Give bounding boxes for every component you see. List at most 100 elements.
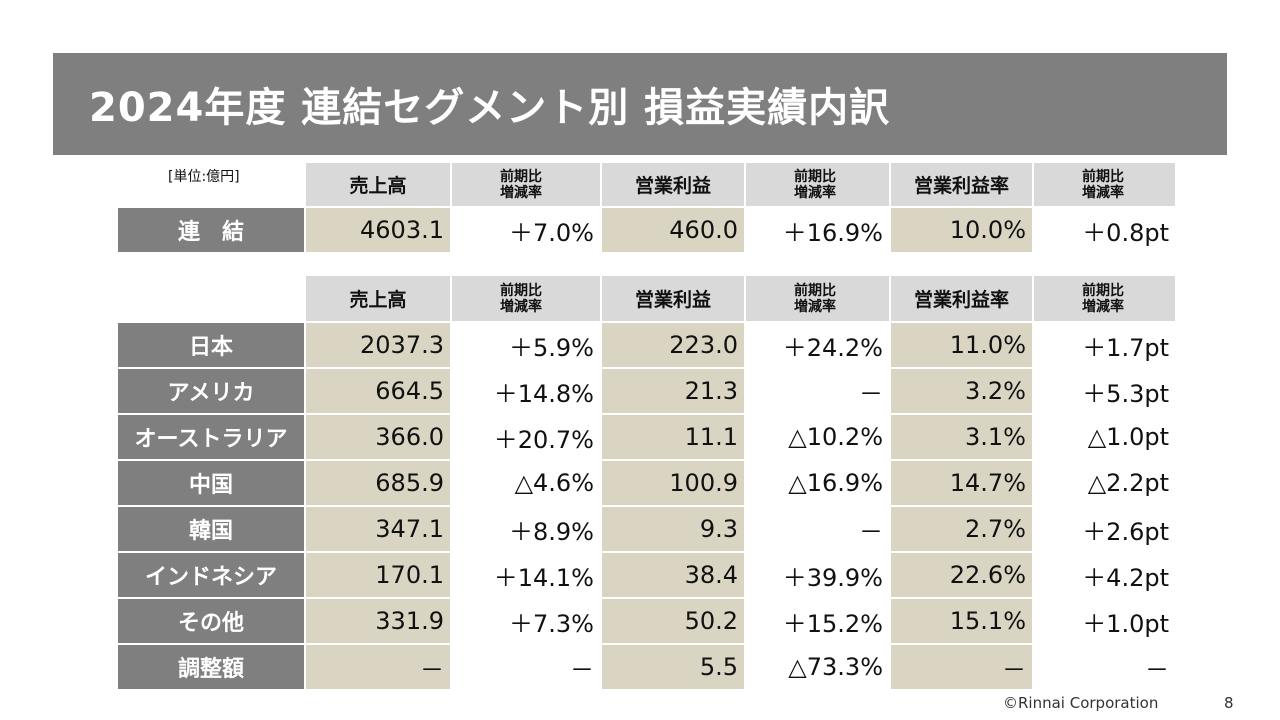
header-change-line1: 前期比 bbox=[500, 168, 542, 185]
op-margin-value: 15.1% bbox=[890, 598, 1034, 645]
op-profit-value: 460.0 bbox=[601, 207, 746, 254]
op-margin-value: 11.0% bbox=[890, 322, 1034, 369]
sales-value: 2037.3 bbox=[305, 322, 452, 369]
op-margin-value: 22.6% bbox=[890, 552, 1034, 599]
op-profit-value: 11.1 bbox=[601, 414, 746, 461]
consolidated-table: 売上高 前期比 増減率 営業利益 前期比 増減率 営業利益率 前期比 増減率 連 結 … bbox=[118, 163, 1177, 254]
op-profit-value: 9.3 bbox=[601, 506, 746, 553]
segment-row: オーストラリア 366.0 ＋20.7% 11.1 △10.2% 3.1% △1.0pt bbox=[118, 414, 1177, 461]
sales-value: － bbox=[305, 644, 452, 691]
op-change-value: － bbox=[745, 368, 891, 415]
sales-change-value: ＋7.3% bbox=[451, 598, 602, 645]
margin-change-value: － bbox=[1033, 644, 1177, 691]
segment-row: 日本 2037.3 ＋5.9% 223.0 ＋24.2% 11.0% ＋1.7pt bbox=[118, 322, 1177, 369]
title-bar: 2024年度 連結セグメント別 損益実績内訳 bbox=[53, 53, 1227, 155]
header-sales-change: 前期比 増減率 bbox=[451, 163, 602, 208]
op-profit-value: 50.2 bbox=[601, 598, 746, 645]
margin-change-value: ＋0.8pt bbox=[1033, 207, 1177, 254]
header-change-line1: 前期比 bbox=[794, 282, 836, 299]
header-change-line1: 前期比 bbox=[1082, 168, 1124, 185]
op-margin-value: 10.0% bbox=[890, 207, 1034, 254]
sales-change-value: － bbox=[451, 644, 602, 691]
sales-change-value: ＋7.0% bbox=[451, 207, 602, 254]
sales-change-value: △4.6% bbox=[451, 460, 602, 507]
header-change-line2: 増減率 bbox=[1082, 298, 1124, 315]
row-label: 連 結 bbox=[118, 207, 306, 254]
op-change-value: △16.9% bbox=[745, 460, 891, 507]
header-sales: 売上高 bbox=[305, 276, 452, 323]
header-margin-change: 前期比 増減率 bbox=[1033, 163, 1177, 208]
op-change-value: ＋39.9% bbox=[745, 552, 891, 599]
row-label: その他 bbox=[118, 598, 306, 645]
margin-change-value: ＋5.3pt bbox=[1033, 368, 1177, 415]
op-margin-value: 3.1% bbox=[890, 414, 1034, 461]
header-corner bbox=[118, 163, 306, 208]
header-change-line1: 前期比 bbox=[794, 168, 836, 185]
op-profit-value: 38.4 bbox=[601, 552, 746, 599]
segment-table: 売上高 前期比 増減率 営業利益 前期比 増減率 営業利益率 前期比 増減率 日本 20… bbox=[118, 276, 1177, 691]
row-label: インドネシア bbox=[118, 552, 306, 599]
sales-value: 685.9 bbox=[305, 460, 452, 507]
sales-change-value: ＋14.1% bbox=[451, 552, 602, 599]
sales-change-value: ＋14.8% bbox=[451, 368, 602, 415]
row-label: 調整額 bbox=[118, 644, 306, 691]
consolidated-header-row: 売上高 前期比 増減率 営業利益 前期比 増減率 営業利益率 前期比 増減率 bbox=[118, 163, 1177, 208]
header-change-line1: 前期比 bbox=[500, 282, 542, 299]
margin-change-value: ＋4.2pt bbox=[1033, 552, 1177, 599]
op-margin-value: － bbox=[890, 644, 1034, 691]
op-profit-value: 223.0 bbox=[601, 322, 746, 369]
header-change-line2: 増減率 bbox=[794, 298, 836, 315]
op-change-value: △73.3% bbox=[745, 644, 891, 691]
row-label: アメリカ bbox=[118, 368, 306, 415]
sales-change-value: ＋20.7% bbox=[451, 414, 602, 461]
segment-row: 韓国 347.1 ＋8.9% 9.3 － 2.7% ＋2.6pt bbox=[118, 506, 1177, 553]
op-change-value: ＋15.2% bbox=[745, 598, 891, 645]
op-change-value: － bbox=[745, 506, 891, 553]
segment-header-row: 売上高 前期比 増減率 営業利益 前期比 増減率 営業利益率 前期比 増減率 bbox=[118, 276, 1177, 323]
margin-change-value: △2.2pt bbox=[1033, 460, 1177, 507]
row-label: 中国 bbox=[118, 460, 306, 507]
row-label: 日本 bbox=[118, 322, 306, 369]
sales-value: 4603.1 bbox=[305, 207, 452, 254]
header-sales: 売上高 bbox=[305, 163, 452, 208]
header-change-line2: 増減率 bbox=[1082, 184, 1124, 201]
row-label: オーストラリア bbox=[118, 414, 306, 461]
header-op-change: 前期比 増減率 bbox=[745, 163, 891, 208]
sales-value: 664.5 bbox=[305, 368, 452, 415]
header-change-line2: 増減率 bbox=[794, 184, 836, 201]
op-margin-value: 14.7% bbox=[890, 460, 1034, 507]
header-sales-change: 前期比 増減率 bbox=[451, 276, 602, 323]
margin-change-value: ＋2.6pt bbox=[1033, 506, 1177, 553]
margin-change-value: ＋1.0pt bbox=[1033, 598, 1177, 645]
header-op-margin: 営業利益率 bbox=[890, 163, 1034, 208]
header-margin-change: 前期比 増減率 bbox=[1033, 276, 1177, 323]
sales-value: 331.9 bbox=[305, 598, 452, 645]
segment-row: その他 331.9 ＋7.3% 50.2 ＋15.2% 15.1% ＋1.0pt bbox=[118, 598, 1177, 645]
row-label: 韓国 bbox=[118, 506, 306, 553]
page-number: 8 bbox=[1224, 694, 1234, 712]
op-profit-value: 21.3 bbox=[601, 368, 746, 415]
header-op-profit: 営業利益 bbox=[601, 276, 746, 323]
sales-value: 347.1 bbox=[305, 506, 452, 553]
header-op-profit: 営業利益 bbox=[601, 163, 746, 208]
sales-change-value: ＋8.9% bbox=[451, 506, 602, 553]
op-profit-value: 100.9 bbox=[601, 460, 746, 507]
op-margin-value: 2.7% bbox=[890, 506, 1034, 553]
segment-row: 中国 685.9 △4.6% 100.9 △16.9% 14.7% △2.2pt bbox=[118, 460, 1177, 507]
segment-row: 調整額－－ 5.5 △73.3% －－ bbox=[118, 644, 1177, 691]
segment-row: インドネシア 170.1 ＋14.1% 38.4 ＋39.9% 22.6% ＋4.2pt bbox=[118, 552, 1177, 599]
page-title: 2024年度 連結セグメント別 損益実績内訳 bbox=[89, 85, 891, 131]
header-corner bbox=[118, 276, 306, 323]
header-change-line2: 増減率 bbox=[500, 298, 542, 315]
op-change-value: △10.2% bbox=[745, 414, 891, 461]
sales-change-value: ＋5.9% bbox=[451, 322, 602, 369]
margin-change-value: ＋1.7pt bbox=[1033, 322, 1177, 369]
sales-value: 366.0 bbox=[305, 414, 452, 461]
op-profit-value: 5.5 bbox=[601, 644, 746, 691]
sales-value: 170.1 bbox=[305, 552, 452, 599]
op-change-value: ＋16.9% bbox=[745, 207, 891, 254]
header-change-line1: 前期比 bbox=[1082, 282, 1124, 299]
margin-change-value: △1.0pt bbox=[1033, 414, 1177, 461]
segment-row: アメリカ 664.5 ＋14.8% 21.3 － 3.2% ＋5.3pt bbox=[118, 368, 1177, 415]
header-op-margin: 営業利益率 bbox=[890, 276, 1034, 323]
